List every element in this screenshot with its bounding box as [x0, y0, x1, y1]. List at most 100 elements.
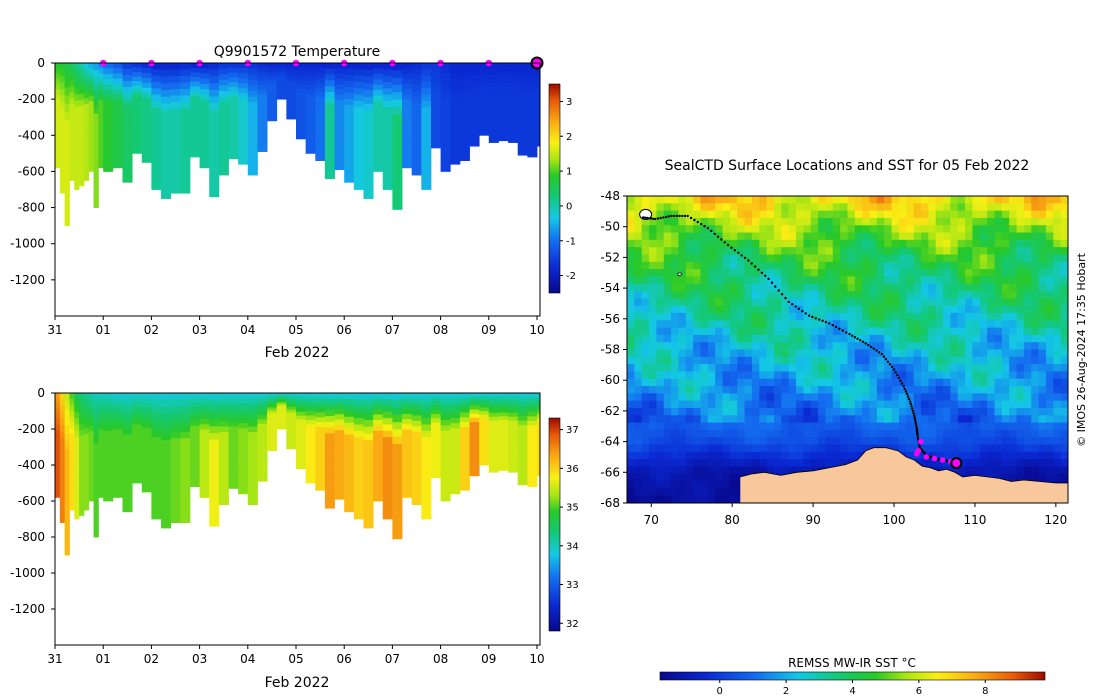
- sst-cell: [707, 466, 716, 475]
- sst-cell: [987, 320, 995, 329]
- profile-cell: [527, 477, 538, 483]
- sst-cell: [832, 451, 841, 460]
- sst-cell: [1053, 371, 1062, 380]
- sst-cell: [1031, 283, 1040, 292]
- sst-cell: [796, 400, 804, 409]
- sst-cell: [810, 312, 819, 321]
- sst-cell: [678, 327, 687, 336]
- profile-cell: [55, 413, 61, 420]
- sst-cell: [869, 254, 878, 263]
- profile-cell: [189, 128, 200, 134]
- profile-cell: [98, 141, 104, 148]
- profile-cell: [122, 152, 133, 159]
- sst-cell: [693, 261, 701, 270]
- profile-cell: [286, 412, 297, 416]
- sst-cell: [751, 466, 760, 475]
- sst-cell: [700, 247, 709, 255]
- sst-cell: [649, 254, 657, 263]
- profile-cell: [59, 483, 66, 491]
- profile-cell: [402, 434, 413, 441]
- profile-cell: [83, 439, 90, 447]
- sst-cell: [729, 378, 738, 387]
- sst-cell: [898, 232, 907, 241]
- profile-cell: [228, 483, 239, 489]
- sst-cell: [671, 342, 679, 350]
- profile-cell: [334, 419, 345, 426]
- profile-cell: [440, 68, 451, 75]
- profile-cell: [315, 136, 326, 142]
- sst-cell: [803, 444, 812, 453]
- sst-cell: [663, 393, 672, 402]
- profile-cell: [74, 81, 80, 89]
- profile-cell: [228, 77, 239, 83]
- sst-cell: [803, 393, 812, 402]
- sst-cell: [641, 320, 650, 329]
- sst-cell: [1031, 371, 1040, 380]
- profile-cell: [98, 413, 104, 420]
- profile-cell: [305, 135, 316, 141]
- sst-cell: [825, 261, 834, 270]
- profile-cell: [103, 95, 114, 102]
- profile-cell: [161, 137, 172, 145]
- profile-cell: [93, 128, 99, 136]
- sst-cell: [832, 298, 841, 307]
- profile-cell: [276, 407, 287, 410]
- profile-cell: [267, 65, 278, 70]
- profile-cell: [392, 429, 403, 438]
- profile-cell: [508, 130, 519, 135]
- profile-cell: [112, 434, 123, 441]
- sst-cell: [641, 393, 650, 402]
- profile-cell: [488, 70, 499, 76]
- sst-cell: [957, 349, 966, 358]
- sst-cell: [810, 327, 819, 336]
- sst-cell: [972, 342, 981, 350]
- sst-cell: [847, 349, 856, 358]
- profile-cell: [353, 157, 364, 165]
- profile-cell: [527, 86, 538, 92]
- profile-cell: [363, 117, 374, 125]
- sst-cell: [862, 444, 871, 453]
- sst-cell: [700, 386, 709, 394]
- profile-cell: [296, 74, 307, 79]
- sst-cell: [1038, 451, 1047, 460]
- profile-cell: [508, 412, 519, 418]
- sst-cell: [796, 393, 804, 402]
- profile-cell: [276, 90, 287, 93]
- profile-cell: [421, 474, 432, 482]
- sst-cell: [663, 305, 672, 314]
- profile-cell: [469, 450, 480, 456]
- sst-cell: [634, 276, 643, 285]
- profile-cell: [440, 133, 451, 140]
- sst-cell: [987, 342, 995, 350]
- sst-cell: [788, 393, 797, 402]
- profile-cell: [218, 85, 229, 92]
- sst-cell: [737, 320, 746, 329]
- sst-cell: [715, 400, 724, 409]
- track-point: [910, 405, 913, 408]
- sst-cell: [759, 444, 768, 453]
- sst-cell: [671, 378, 679, 387]
- profile-cell: [93, 135, 99, 143]
- profile-cell: [430, 105, 441, 111]
- sst-cell: [840, 312, 848, 321]
- profile-cell: [79, 106, 85, 113]
- profile-cell: [238, 123, 249, 130]
- sst-cell: [634, 371, 643, 380]
- profile-cell: [98, 73, 104, 80]
- profile-cell: [315, 116, 326, 122]
- profile-cell: [180, 160, 191, 168]
- profile-cell: [450, 138, 461, 145]
- profile-cell: [64, 160, 70, 170]
- sst-cell: [891, 393, 900, 402]
- profile-cell: [527, 407, 538, 413]
- profile-cell: [411, 476, 422, 483]
- profile-cell: [459, 397, 470, 404]
- sst-cell: [1001, 320, 1010, 329]
- profile-cell: [508, 110, 519, 116]
- sst-cell: [759, 415, 768, 424]
- profile-cell: [238, 138, 249, 145]
- x-tick-label: 02: [144, 652, 159, 666]
- profile-cell: [141, 467, 152, 473]
- profile-cell: [238, 413, 249, 419]
- sst-cell: [1023, 444, 1032, 453]
